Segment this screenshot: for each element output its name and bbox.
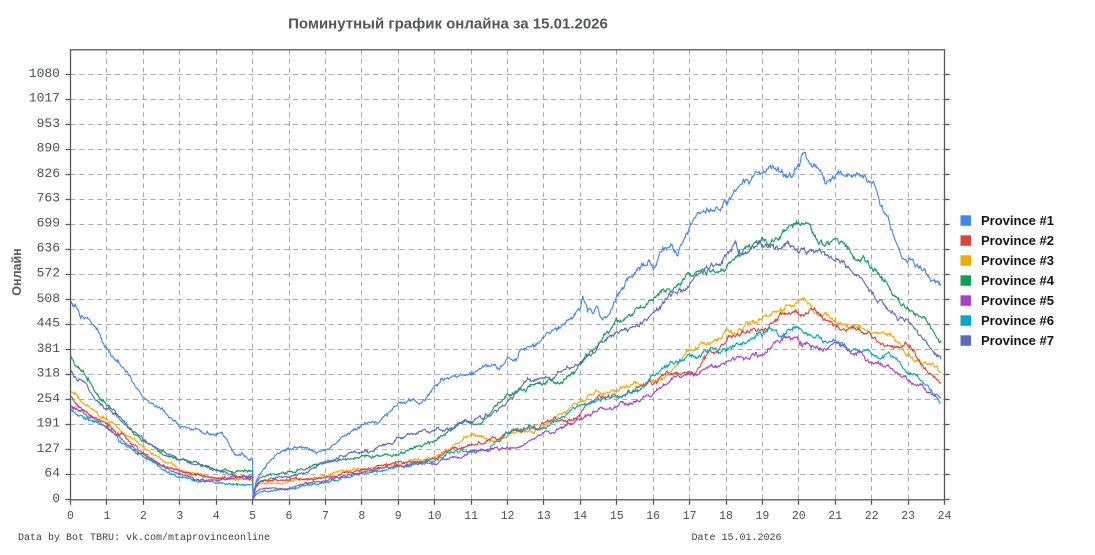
svg-text:10: 10	[428, 510, 442, 523]
svg-text:5: 5	[249, 510, 256, 523]
svg-text:1: 1	[103, 510, 110, 523]
svg-text:381: 381	[37, 341, 61, 356]
svg-text:14: 14	[573, 510, 587, 523]
svg-text:3: 3	[176, 510, 183, 523]
svg-text:4: 4	[213, 510, 220, 523]
svg-text:953: 953	[37, 116, 60, 131]
svg-text:24: 24	[938, 510, 952, 523]
svg-text:Поминутный график онлайна за 1: Поминутный график онлайна за 15.01.2026	[288, 16, 608, 33]
svg-text:636: 636	[37, 241, 60, 256]
svg-text:11: 11	[464, 510, 478, 523]
svg-text:12: 12	[501, 510, 515, 523]
svg-text:826: 826	[37, 166, 60, 181]
svg-text:7: 7	[322, 510, 329, 523]
svg-text:Province #1: Province #1	[981, 213, 1054, 228]
svg-text:191: 191	[37, 416, 61, 431]
svg-text:8: 8	[358, 510, 365, 523]
svg-text:9: 9	[395, 510, 402, 523]
svg-text:0: 0	[52, 491, 60, 506]
svg-text:64: 64	[44, 466, 60, 481]
svg-text:2: 2	[140, 510, 147, 523]
svg-text:572: 572	[37, 266, 60, 281]
svg-text:445: 445	[37, 316, 60, 331]
svg-text:1017: 1017	[29, 91, 60, 106]
svg-text:Province #5: Province #5	[981, 293, 1054, 308]
svg-text:Data by Bot TBRU: vk.com/mtapr: Data by Bot TBRU: vk.com/mtaprovinceonli…	[18, 532, 270, 544]
svg-text:23: 23	[901, 510, 915, 523]
svg-text:127: 127	[37, 441, 60, 456]
svg-text:13: 13	[537, 510, 551, 523]
svg-text:Date 15.01.2026: Date 15.01.2026	[692, 533, 782, 544]
svg-text:19: 19	[755, 510, 769, 523]
svg-text:Онлайн: Онлайн	[10, 248, 24, 295]
svg-text:18: 18	[719, 510, 733, 523]
svg-text:1080: 1080	[29, 66, 60, 81]
svg-text:Province #6: Province #6	[981, 313, 1054, 328]
svg-text:508: 508	[37, 291, 60, 306]
svg-text:21: 21	[828, 510, 842, 523]
svg-text:699: 699	[37, 216, 60, 231]
svg-text:890: 890	[37, 141, 60, 156]
svg-text:318: 318	[37, 366, 60, 381]
svg-text:15: 15	[610, 510, 624, 523]
svg-text:6: 6	[286, 510, 293, 523]
svg-text:20: 20	[792, 510, 806, 523]
svg-text:22: 22	[865, 510, 879, 523]
svg-text:0: 0	[67, 510, 74, 523]
svg-text:Province #2: Province #2	[981, 233, 1054, 248]
svg-text:Province #7: Province #7	[981, 333, 1054, 348]
svg-text:16: 16	[646, 510, 660, 523]
svg-text:17: 17	[683, 510, 697, 523]
svg-text:Province #3: Province #3	[981, 253, 1054, 268]
svg-text:763: 763	[37, 191, 60, 206]
svg-text:254: 254	[37, 391, 61, 406]
svg-text:Province #4: Province #4	[981, 273, 1055, 288]
